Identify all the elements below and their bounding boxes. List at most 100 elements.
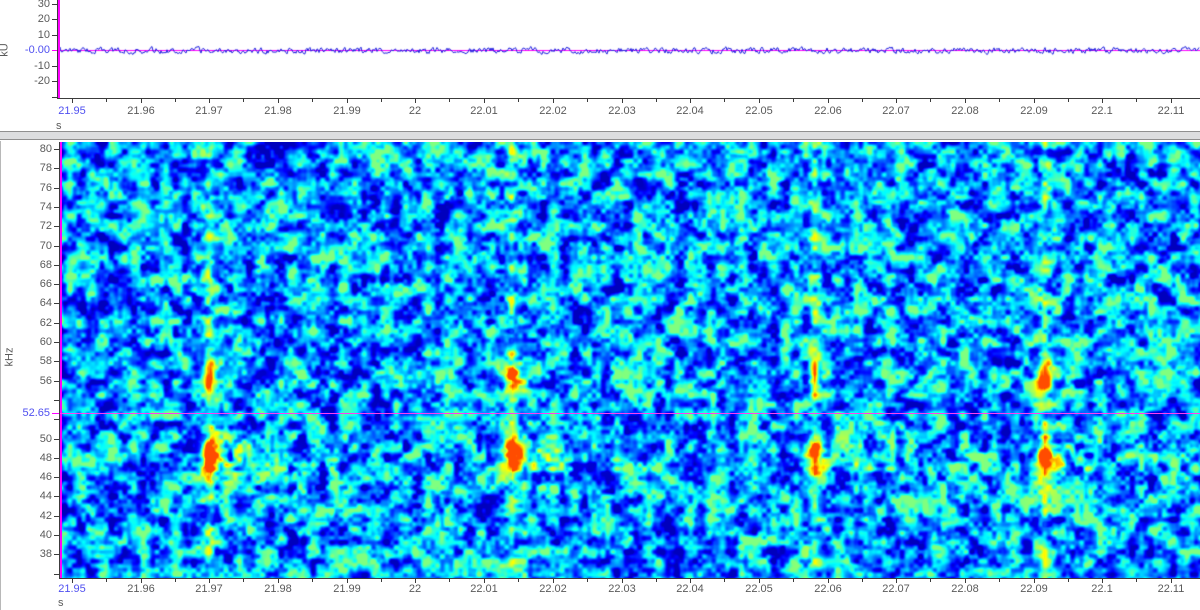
x-minor-tick [724, 99, 725, 102]
spectrogram-y-axis-line [59, 142, 60, 579]
y-tick [54, 168, 59, 169]
oscillogram-waveform[interactable] [58, 0, 1200, 98]
x-tick-label: 22.06 [814, 583, 842, 595]
y-tick-label: 78 [39, 162, 52, 174]
x-tick [72, 99, 73, 103]
y-tick-label: 60 [39, 336, 52, 348]
y-tick [54, 246, 59, 247]
x-minor-tick [1068, 99, 1069, 102]
panel-splitter[interactable] [0, 131, 1200, 140]
x-tick-label: 22 [408, 583, 422, 595]
x-tick-label: 22.07 [882, 105, 910, 117]
x-minor-tick [793, 99, 794, 102]
x-minor-tick [106, 579, 107, 582]
x-tick [1171, 99, 1172, 103]
oscillogram-time-cursor-line[interactable] [58, 0, 60, 98]
y-tick-label: 20 [37, 13, 50, 25]
y-tick [52, 35, 57, 36]
y-tick [52, 19, 57, 20]
y-tick [54, 284, 59, 285]
x-tick-label: 22.04 [676, 583, 704, 595]
x-tick-label: 22.08 [951, 583, 979, 595]
x-tick [415, 99, 416, 103]
x-minor-tick [930, 99, 931, 102]
x-minor-tick [930, 579, 931, 582]
x-tick [690, 579, 691, 583]
x-tick [690, 99, 691, 103]
spectrogram-time-cursor-line[interactable] [60, 142, 62, 578]
y-tick-label: 40 [39, 529, 52, 541]
x-minor-tick [312, 99, 313, 102]
x-minor-tick [862, 99, 863, 102]
x-tick-label: 21.97 [195, 105, 223, 117]
x-tick [72, 579, 73, 583]
x-minor-tick [999, 99, 1000, 102]
x-tick [1171, 579, 1172, 583]
y-tick [54, 303, 59, 304]
y-tick [54, 381, 59, 382]
oscillogram-unit-label: kU [0, 43, 11, 57]
x-tick-label: 22.1 [1091, 583, 1113, 595]
x-tick [1102, 99, 1103, 103]
x-minor-tick [1068, 579, 1069, 582]
y-tick-label: -10 [34, 60, 50, 72]
oscillogram-y-axis-line [57, 0, 58, 99]
x-minor-tick [724, 579, 725, 582]
y-tick-label: 76 [39, 182, 52, 194]
x-minor-tick [656, 99, 657, 102]
x-tick-label: 22.03 [608, 583, 636, 595]
x-minor-tick [106, 99, 107, 102]
x-minor-tick [1136, 99, 1137, 102]
x-tick [965, 99, 966, 103]
x-tick-label: 22 [408, 105, 422, 117]
x-tick [209, 99, 210, 103]
x-tick-label: 22.11 [1157, 105, 1185, 117]
spectrogram-frequency-cursor-line[interactable] [60, 413, 1200, 414]
y-tick-label: 62 [39, 317, 52, 329]
x-tick-label: 22.08 [951, 105, 979, 117]
x-tick [141, 579, 142, 583]
y-tick [54, 554, 59, 555]
y-tick [54, 342, 59, 343]
x-tick-label: 21.95 [58, 105, 86, 117]
x-tick [896, 99, 897, 103]
y-tick-label: 58 [39, 355, 52, 367]
x-tick [209, 579, 210, 583]
y-tick-label: 74 [39, 201, 52, 213]
x-minor-tick [656, 579, 657, 582]
y-tick [54, 323, 59, 324]
x-tick-label: 22.09 [1020, 105, 1048, 117]
spectrogram-image[interactable] [60, 142, 1200, 578]
x-tick-label: 22.01 [470, 583, 498, 595]
x-minor-tick [243, 579, 244, 582]
y-tick-label: 66 [39, 278, 52, 290]
x-axis-line [59, 578, 1200, 579]
y-tick-label: 50 [39, 433, 52, 445]
x-minor-tick [175, 99, 176, 102]
y-tick-label: -20 [34, 75, 50, 87]
x-tick [1034, 579, 1035, 583]
x-tick [553, 99, 554, 103]
y-tick [52, 50, 57, 51]
y-tick-label: -0.00 [24, 44, 50, 56]
x-tick [141, 99, 142, 103]
x-tick-label: 22.02 [539, 583, 567, 595]
y-tick [54, 458, 59, 459]
y-tick [54, 400, 59, 401]
x-tick-label: 22.07 [882, 583, 910, 595]
x-tick-label: 21.96 [127, 105, 155, 117]
y-tick [54, 496, 59, 497]
x-tick [1102, 579, 1103, 583]
spectrogram-unit-label: kHz [3, 347, 16, 367]
x-tick [484, 579, 485, 583]
y-tick [54, 265, 59, 266]
x-minor-tick [312, 579, 313, 582]
x-tick-label: 21.99 [333, 105, 361, 117]
y-tick [54, 226, 59, 227]
x-tick-label: 22.02 [539, 105, 567, 117]
y-tick [54, 477, 59, 478]
y-tick-label: 68 [39, 259, 52, 271]
y-tick [52, 4, 57, 5]
x-minor-tick [381, 99, 382, 102]
x-tick-label: 22.11 [1157, 583, 1185, 595]
